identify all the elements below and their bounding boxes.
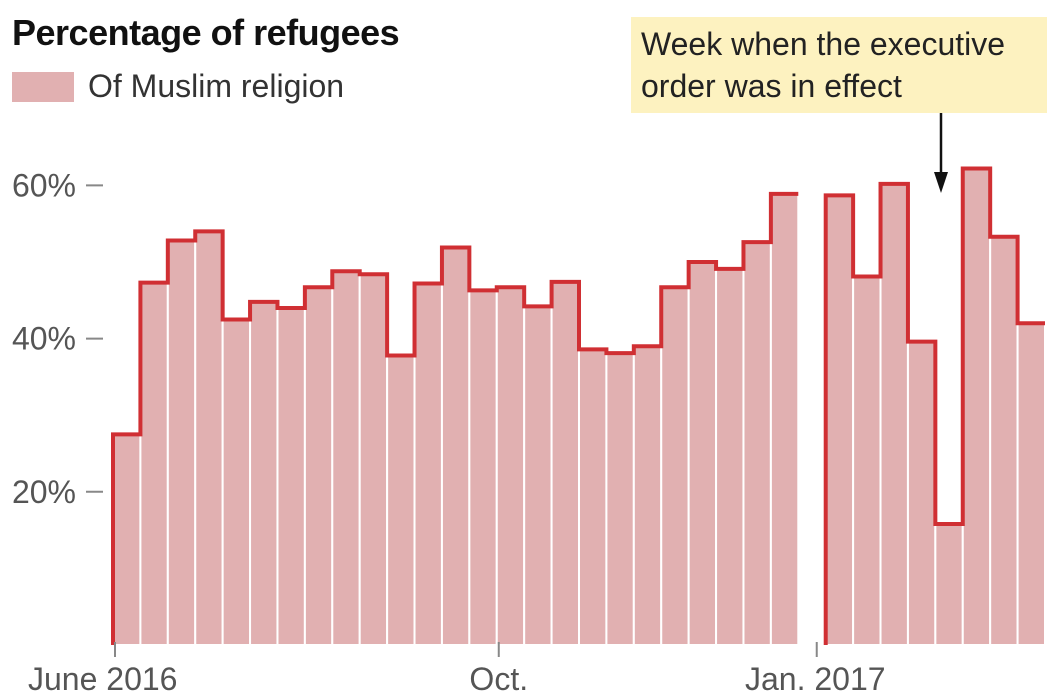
- bar: [221, 318, 252, 646]
- annotation-arrow-head: [934, 172, 948, 193]
- chart-title: Percentage of refugees: [12, 12, 400, 53]
- y-tick-label: 60%: [12, 167, 76, 203]
- legend-label: Of Muslim religion: [88, 68, 345, 104]
- bar: [852, 275, 882, 646]
- bar: [413, 282, 443, 646]
- bar: [989, 235, 1019, 646]
- bar: [687, 261, 718, 646]
- bar: [769, 192, 800, 647]
- y-tick-label: 40%: [12, 321, 76, 357]
- bar: [632, 345, 663, 646]
- y-axis: 60% 40% 20%: [12, 167, 103, 510]
- bar: [386, 354, 416, 646]
- bar: [194, 230, 224, 647]
- x-axis: June 2016 Oct. Jan. 2017: [28, 642, 886, 697]
- bar: [358, 273, 389, 646]
- annotation-arrow: [934, 113, 948, 193]
- bar: [166, 239, 197, 647]
- x-tick-label: June 2016: [28, 661, 177, 697]
- bar: [440, 246, 471, 646]
- bar: [961, 167, 992, 647]
- bar: [523, 305, 553, 646]
- bar: [879, 182, 909, 646]
- x-tick-label: Jan. 2017: [745, 661, 886, 697]
- annotation-box: Week when the executive order was in eff…: [631, 17, 1047, 113]
- y-tick-label: 20%: [12, 474, 76, 510]
- bar: [605, 352, 635, 646]
- bar: [660, 286, 690, 646]
- bar: [495, 286, 526, 646]
- bar: [112, 433, 142, 646]
- bar: [824, 194, 855, 647]
- bar: [550, 280, 581, 646]
- x-tick-label: Oct.: [469, 661, 528, 697]
- bar: [934, 522, 964, 646]
- bar: [468, 289, 498, 646]
- muslim-share-outline: [111, 166, 1045, 645]
- bar: [249, 300, 279, 646]
- annotation-line-1: Week when the executive: [641, 26, 1006, 62]
- legend: Of Muslim religion: [12, 68, 344, 105]
- annotation-line-2: order was in effect: [641, 68, 902, 104]
- bar: [742, 241, 772, 647]
- bar: [578, 348, 608, 646]
- bar: [139, 281, 169, 646]
- bar: [1016, 322, 1047, 646]
- bars-group: [112, 167, 1047, 647]
- legend-swatch: [12, 71, 74, 102]
- bar: [303, 286, 334, 646]
- bar: [715, 267, 745, 646]
- bar: [331, 270, 361, 646]
- bar: [276, 306, 306, 646]
- bar: [906, 340, 937, 646]
